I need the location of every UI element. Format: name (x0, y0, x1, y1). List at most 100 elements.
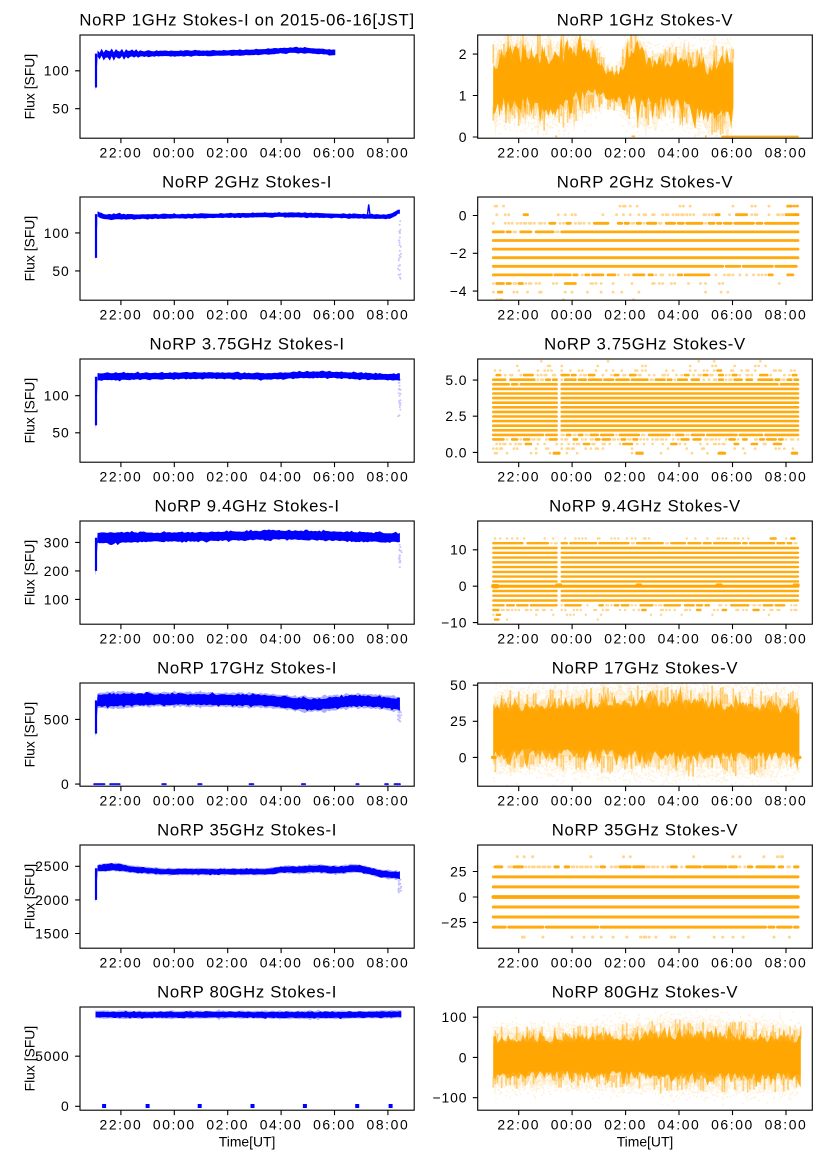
svg-text:06:00: 06:00 (711, 955, 754, 971)
svg-text:08:00: 08:00 (367, 469, 410, 485)
svg-text:00:00: 00:00 (551, 1117, 594, 1133)
svg-text:0: 0 (459, 207, 468, 223)
svg-text:02:00: 02:00 (206, 307, 249, 323)
svg-text:00:00: 00:00 (551, 145, 594, 161)
svg-text:02:00: 02:00 (604, 145, 647, 161)
svg-text:00:00: 00:00 (153, 793, 196, 809)
svg-text:04:00: 04:00 (260, 955, 303, 971)
svg-text:−2: −2 (450, 245, 468, 261)
svg-text:02:00: 02:00 (206, 145, 249, 161)
svg-text:−25: −25 (441, 914, 467, 930)
svg-text:0: 0 (459, 129, 468, 145)
svg-text:22:00: 22:00 (100, 469, 143, 485)
svg-text:08:00: 08:00 (367, 145, 410, 161)
svg-text:04:00: 04:00 (260, 307, 303, 323)
svg-text:08:00: 08:00 (765, 793, 808, 809)
svg-text:−100: −100 (433, 1090, 468, 1106)
svg-text:22:00: 22:00 (100, 631, 143, 647)
svg-text:−10: −10 (441, 615, 467, 631)
svg-text:500: 500 (44, 711, 70, 727)
svg-text:02:00: 02:00 (206, 1117, 249, 1133)
svg-text:NoRP 3.75GHz Stokes-V: NoRP 3.75GHz Stokes-V (544, 335, 746, 354)
svg-text:100: 100 (44, 63, 70, 79)
svg-text:00:00: 00:00 (551, 955, 594, 971)
svg-text:06:00: 06:00 (313, 955, 356, 971)
svg-text:02:00: 02:00 (206, 793, 249, 809)
svg-text:06:00: 06:00 (711, 1117, 754, 1133)
svg-text:08:00: 08:00 (367, 793, 410, 809)
svg-text:06:00: 06:00 (313, 307, 356, 323)
svg-text:Flux [SFU]: Flux [SFU] (22, 864, 38, 930)
svg-text:04:00: 04:00 (658, 793, 701, 809)
svg-text:NoRP 80GHz Stokes-I: NoRP 80GHz Stokes-I (157, 983, 337, 1002)
svg-text:06:00: 06:00 (711, 793, 754, 809)
svg-text:08:00: 08:00 (765, 955, 808, 971)
svg-text:0: 0 (61, 776, 70, 792)
svg-text:06:00: 06:00 (313, 631, 356, 647)
svg-text:10: 10 (450, 542, 467, 558)
svg-text:25: 25 (450, 713, 467, 729)
svg-text:2000: 2000 (35, 892, 70, 908)
svg-text:00:00: 00:00 (551, 793, 594, 809)
svg-text:NoRP 17GHz Stokes-V: NoRP 17GHz Stokes-V (552, 659, 739, 678)
svg-text:08:00: 08:00 (367, 1117, 410, 1133)
svg-text:02:00: 02:00 (604, 631, 647, 647)
svg-text:22:00: 22:00 (497, 469, 540, 485)
svg-text:2: 2 (459, 46, 468, 62)
svg-text:08:00: 08:00 (765, 631, 808, 647)
svg-text:Flux [SFU]: Flux [SFU] (22, 1026, 38, 1092)
svg-text:04:00: 04:00 (260, 145, 303, 161)
svg-text:00:00: 00:00 (153, 145, 196, 161)
svg-text:08:00: 08:00 (765, 469, 808, 485)
svg-text:100: 100 (44, 388, 70, 404)
svg-text:04:00: 04:00 (658, 469, 701, 485)
svg-text:06:00: 06:00 (711, 307, 754, 323)
svg-text:−4: −4 (450, 283, 468, 299)
svg-text:00:00: 00:00 (153, 955, 196, 971)
svg-text:08:00: 08:00 (367, 307, 410, 323)
svg-text:06:00: 06:00 (711, 145, 754, 161)
svg-text:2.5: 2.5 (445, 408, 467, 424)
svg-text:22:00: 22:00 (100, 307, 143, 323)
svg-text:02:00: 02:00 (206, 631, 249, 647)
svg-text:08:00: 08:00 (765, 1117, 808, 1133)
svg-text:22:00: 22:00 (100, 955, 143, 971)
svg-text:Flux [SFU]: Flux [SFU] (22, 216, 38, 282)
svg-text:06:00: 06:00 (313, 793, 356, 809)
svg-text:06:00: 06:00 (711, 469, 754, 485)
svg-text:NoRP 35GHz Stokes-V: NoRP 35GHz Stokes-V (552, 821, 739, 840)
svg-text:04:00: 04:00 (658, 145, 701, 161)
svg-text:08:00: 08:00 (367, 631, 410, 647)
svg-text:00:00: 00:00 (551, 631, 594, 647)
svg-text:200: 200 (44, 563, 70, 579)
svg-text:2500: 2500 (35, 858, 70, 874)
svg-text:NoRP 80GHz Stokes-V: NoRP 80GHz Stokes-V (552, 983, 739, 1002)
svg-text:22:00: 22:00 (497, 1117, 540, 1133)
svg-text:06:00: 06:00 (313, 469, 356, 485)
svg-text:25: 25 (450, 863, 467, 879)
svg-text:1500: 1500 (35, 925, 70, 941)
svg-text:22:00: 22:00 (497, 793, 540, 809)
svg-text:NoRP 2GHz Stokes-V: NoRP 2GHz Stokes-V (557, 173, 734, 192)
svg-text:0: 0 (459, 889, 468, 905)
svg-text:5.0: 5.0 (445, 372, 467, 388)
svg-text:22:00: 22:00 (100, 145, 143, 161)
svg-text:Time[UT]: Time[UT] (219, 1134, 276, 1150)
svg-text:1: 1 (459, 87, 468, 103)
svg-text:100: 100 (44, 591, 70, 607)
svg-text:0.0: 0.0 (445, 444, 467, 460)
svg-text:22:00: 22:00 (497, 631, 540, 647)
svg-text:04:00: 04:00 (260, 631, 303, 647)
svg-text:02:00: 02:00 (604, 469, 647, 485)
svg-text:06:00: 06:00 (313, 1117, 356, 1133)
svg-text:02:00: 02:00 (604, 307, 647, 323)
svg-text:22:00: 22:00 (100, 793, 143, 809)
svg-text:22:00: 22:00 (497, 307, 540, 323)
svg-text:02:00: 02:00 (604, 955, 647, 971)
svg-text:00:00: 00:00 (153, 1117, 196, 1133)
svg-text:50: 50 (52, 425, 69, 441)
svg-text:08:00: 08:00 (765, 307, 808, 323)
svg-text:NoRP 1GHz Stokes-V: NoRP 1GHz Stokes-V (557, 11, 734, 30)
svg-text:NoRP 9.4GHz Stokes-V: NoRP 9.4GHz Stokes-V (549, 497, 741, 516)
svg-text:50: 50 (52, 101, 69, 117)
